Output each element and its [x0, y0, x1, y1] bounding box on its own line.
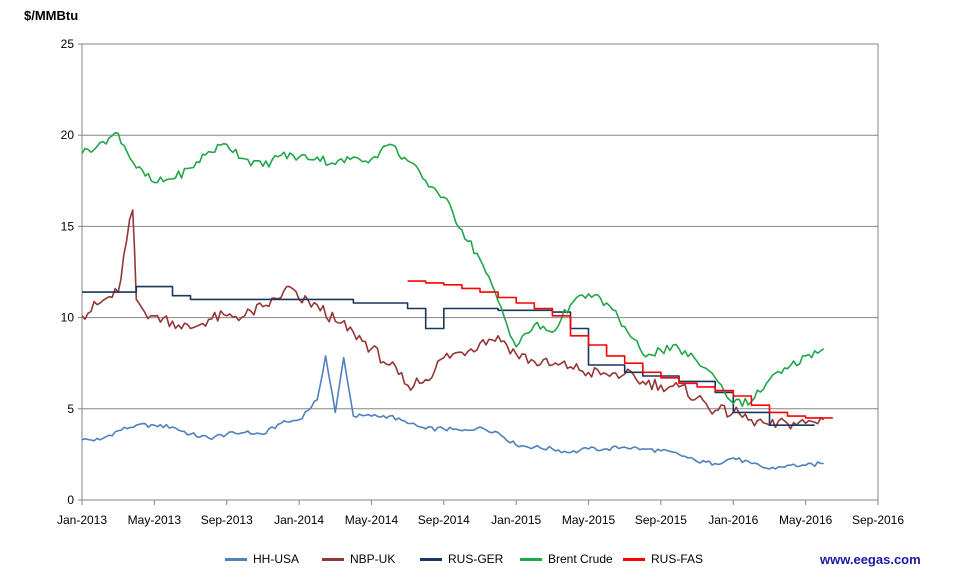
- y-tick-label: 0: [67, 493, 74, 507]
- x-tick-label: Sep-2016: [852, 513, 904, 527]
- y-tick-label: 10: [61, 311, 75, 325]
- legend-item: HH-USA: [225, 552, 299, 566]
- y-axis-label: $/MMBtu: [24, 8, 79, 23]
- legend-swatch: [520, 557, 542, 561]
- x-tick-label: Sep-2015: [635, 513, 687, 527]
- plot-area-border: [81, 43, 879, 501]
- gridlines: [82, 134, 878, 410]
- legend-swatch: [420, 557, 442, 561]
- y-tick-label: 25: [61, 37, 75, 51]
- series-lines: [81, 131, 833, 470]
- legend-swatch: [225, 557, 247, 561]
- y-axis-ticks: 0 5 10 15 20 25: [61, 37, 82, 507]
- legend-item: RUS-FAS: [623, 552, 703, 566]
- x-tick-label: May-2016: [779, 513, 833, 527]
- legend-label: RUS-GER: [448, 552, 504, 566]
- x-tick-label: Jan-2015: [491, 513, 541, 527]
- legend-item: NBP-UK: [322, 552, 395, 566]
- x-tick-label: Sep-2014: [418, 513, 470, 527]
- x-tick-label: May-2014: [345, 513, 399, 527]
- y-tick-label: 15: [61, 219, 75, 233]
- y-tick-label: 20: [61, 128, 75, 142]
- x-tick-label: Jan-2014: [274, 513, 324, 527]
- x-tick-label: Jan-2013: [57, 513, 107, 527]
- legend-label: HH-USA: [253, 552, 300, 566]
- x-tick-label: Sep-2013: [201, 513, 253, 527]
- legend-label: Brent Crude: [548, 552, 613, 566]
- legend-item: RUS-GER: [420, 552, 503, 566]
- series-line-nbp-uk: [81, 209, 825, 430]
- series-line-rus-fas: [407, 280, 833, 419]
- legend-swatch: [623, 557, 645, 561]
- x-axis-ticks: Jan-2013 May-2013 Sep-2013 Jan-2014 May-2014…: [57, 500, 904, 527]
- x-tick-label: May-2013: [128, 513, 182, 527]
- legend-item: Brent Crude: [520, 552, 613, 566]
- legend-label: NBP-UK: [350, 552, 396, 566]
- x-tick-label: May-2015: [562, 513, 616, 527]
- legend-swatch: [322, 557, 344, 561]
- x-tick-label: Jan-2016: [708, 513, 758, 527]
- series-line-brent-crude: [81, 131, 825, 408]
- legend: HH-USA NBP-UK RUS-GER Brent Crude RUS-FAS: [0, 552, 966, 572]
- source-label: www.eegas.com: [820, 552, 921, 567]
- series-line-hh-usa: [81, 355, 824, 470]
- legend-label: RUS-FAS: [651, 552, 704, 566]
- y-tick-label: 5: [67, 402, 74, 416]
